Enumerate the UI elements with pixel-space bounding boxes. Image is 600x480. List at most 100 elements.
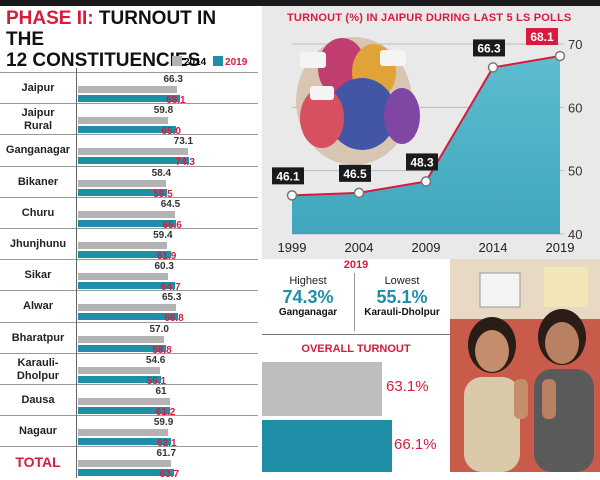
constituency-name-line: Alwar: [23, 300, 53, 313]
table-row: TOTAL 61.7 63.7: [0, 446, 258, 480]
legend-2014: 2014: [184, 57, 207, 68]
value-label-2014: 64.5: [160, 198, 181, 210]
value-label-2014: 59.4: [153, 230, 173, 241]
table-row: Karauli- Dholpur 54.6 55.1: [0, 352, 258, 387]
value-label-2019: 66.8: [164, 313, 184, 325]
value-label-2014: 61: [155, 386, 167, 397]
page-title: PHASE II: TURNOUT IN THE 12 CONSTITUENCI…: [6, 8, 258, 71]
y-tick-label: 50: [568, 164, 582, 179]
constituency-name: Dausa: [4, 394, 72, 407]
overall-bar-2019: [262, 420, 392, 472]
value-label-2019: 62.1: [157, 438, 177, 450]
bar-2019: [78, 313, 179, 321]
data-label: 68.1: [530, 30, 554, 44]
constituency-name-line: Nagaur: [19, 425, 57, 438]
value-label-2014: 73.1: [173, 136, 194, 148]
table-row: Nagaur 59.9 62.1: [0, 415, 258, 450]
constituency-name: Alwar: [4, 300, 72, 313]
bar-2019: [78, 157, 190, 165]
highest-caption: Highest: [289, 275, 327, 287]
value-label-2014: 58.4: [151, 167, 172, 179]
constituency-name: Jhunjhunu: [4, 238, 72, 251]
constituency-name: Churu: [4, 207, 72, 220]
voters-photo: [450, 259, 600, 472]
value-label-2014: 59.8: [153, 105, 174, 117]
bar-2014: [78, 335, 164, 343]
bar-2014: [78, 366, 160, 374]
table-row: Jhunjhunu 59.4 61.9: [0, 228, 258, 262]
bar-2019: [78, 126, 176, 134]
constituency-name-line: Bharatpur: [11, 331, 65, 344]
bar-2014: [78, 86, 178, 93]
value-label-2019: 64.7: [161, 282, 181, 294]
bar-2019: [78, 251, 171, 258]
bar-2019: [78, 438, 172, 446]
value-label-2019: 55.1: [146, 375, 167, 387]
table-row: Dausa 61 61.2: [0, 384, 258, 418]
value-label-2019: 61.2: [155, 407, 176, 418]
table-row: Bharatpur 57.0 58.8: [0, 321, 258, 356]
bar-2014: [78, 117, 168, 125]
bar-2014: [78, 429, 168, 437]
value-label-2014: 59.9: [153, 417, 174, 429]
lowest-caption: Lowest: [384, 275, 420, 287]
title-line2: 12 CONSTITUENCIES: [6, 50, 201, 71]
data-point: [487, 62, 499, 73]
data-label: 46.5: [343, 167, 367, 181]
bar-2014: [78, 304, 176, 312]
section-divider: [262, 334, 450, 335]
table-row: Sikar 60.3 64.7: [0, 259, 258, 294]
constituency-name: Jaipur: [4, 82, 72, 95]
data-label-box: [473, 39, 505, 57]
value-label-2019: 63.7: [159, 469, 180, 480]
constituency-name: TOTAL: [4, 455, 72, 469]
value-label-2014: 66.3: [163, 74, 183, 85]
data-label: 66.3: [477, 41, 501, 55]
bar-axis: [76, 68, 77, 478]
constituency-name-line: Churu: [21, 206, 55, 219]
highlight-year: 2019: [343, 259, 369, 271]
highest-box: Highest 74.3% Ganganagar: [262, 273, 355, 331]
constituency-name-line: Dholpur: [16, 369, 60, 382]
constituency-name: Bharatpur: [4, 332, 72, 345]
constituency-name-line: Jhunjhunu: [9, 238, 67, 250]
value-label-2019: 59.5: [153, 188, 173, 200]
value-label-2019: 58.8: [152, 344, 172, 356]
constituency-name: Jaipur Rural: [4, 107, 72, 133]
data-label-box: [406, 153, 438, 171]
bar-2019: [78, 219, 177, 227]
table-row: Ganganagar 73.1 74.3: [0, 134, 258, 169]
constituency-name: Bikaner: [4, 176, 72, 189]
bar-2014: [78, 242, 168, 249]
table-row: Alwar 65.3 66.8: [0, 290, 258, 325]
highest-value: 74.3%: [282, 287, 334, 307]
lowest-place: Karauli-Dholpur: [364, 307, 440, 318]
constituency-panel: PHASE II: TURNOUT IN THE 12 CONSTITUENCI…: [0, 6, 258, 480]
constituency-name-line: Jaipur: [21, 107, 55, 120]
table-row: Bikaner 58.4 59.5: [0, 165, 258, 200]
chart-legend: 2014 2019: [172, 56, 247, 68]
y-tick-label: 70: [568, 37, 582, 52]
data-label-box: [339, 164, 371, 182]
women-voters-illustration: [296, 37, 420, 165]
constituency-name-line: Dausa: [21, 394, 55, 406]
value-label-2019: 74.3: [175, 157, 195, 169]
data-point: [353, 187, 365, 199]
constituency-name: Nagaur: [4, 425, 72, 438]
table-row: Jaipur 66.3 68.1: [0, 72, 258, 106]
bar-2014: [78, 179, 166, 187]
bar-2014: [78, 398, 170, 405]
constituency-name: Sikar: [4, 269, 72, 282]
constituency-name-line: Sikar: [24, 269, 52, 282]
value-label-2019: 61.9: [156, 251, 177, 262]
legend-2019: 2019: [225, 57, 248, 68]
legend-swatch-2019: [213, 56, 224, 66]
x-tick-label: 1999: [278, 240, 307, 255]
constituency-name: Karauli- Dholpur: [4, 357, 72, 383]
bar-2014: [78, 460, 171, 468]
chart-title: TURNOUT (%) IN JAIPUR DURING LAST 5 LS P…: [287, 12, 572, 24]
highest-place: Ganganagar: [278, 307, 338, 318]
bar-2019: [78, 188, 168, 196]
constituency-name: Ganganagar: [4, 144, 72, 157]
x-tick-label: 2019: [546, 240, 575, 255]
